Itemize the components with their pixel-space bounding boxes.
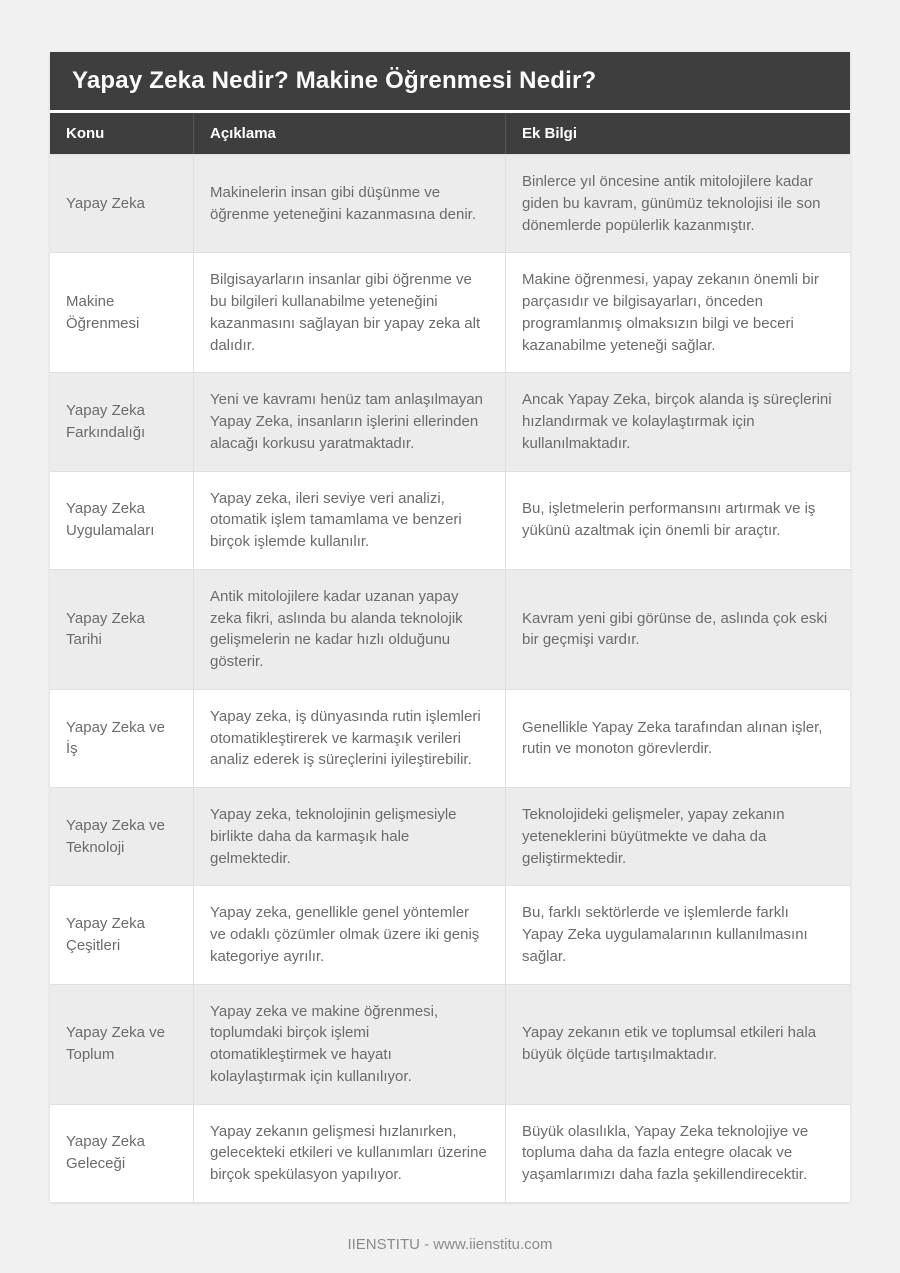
table-row: Yapay Zeka Çeşitleri Yapay zeka, genelli…	[50, 885, 850, 984]
table-header-konu: Konu	[66, 125, 105, 142]
cell-ek-bilgi: Kavram yeni gibi görünse de, aslında çok…	[505, 569, 850, 689]
cell-ek-bilgi: Genellikle Yapay Zeka tarafından alınan …	[505, 689, 850, 787]
cell-aciklama: Yapay zeka ve makine öğrenmesi, toplumda…	[193, 984, 505, 1104]
cell-aciklama: Yapay zekanın gelişmesi hızlanırken, gel…	[193, 1104, 505, 1202]
cell-ek-bilgi: Bu, işletmelerin performansını artırmak …	[505, 471, 850, 569]
cell-aciklama: Antik mitolojilere kadar uzanan yapay ze…	[193, 569, 505, 689]
footer-text: IIENSTITU - www.iienstitu.com	[347, 1235, 553, 1253]
cell-konu: Yapay Zeka ve İş	[66, 718, 165, 758]
cell-aciklama: Yeni ve kavramı henüz tam anlaşılmayan Y…	[193, 373, 505, 471]
table-row: Yapay Zeka Farkındalığı Yeni ve kavramı …	[50, 372, 850, 471]
cell-konu: Yapay Zeka Tarihi	[66, 609, 145, 649]
cell-aciklama: Yapay zeka, teknolojinin gelişmesiyle bi…	[193, 788, 505, 886]
table-row: Yapay Zeka ve İş Yapay zeka, iş dünyasın…	[50, 688, 850, 787]
table-row: Yapay Zeka Geleceği Yapay zekanın gelişm…	[50, 1103, 850, 1202]
table-body: Yapay Zeka Makinelerin insan gibi düşünm…	[50, 154, 850, 1202]
cell-aciklama: Yapay zeka, genellikle genel yöntemler v…	[193, 886, 505, 984]
cell-aciklama: Bilgisayarların insanlar gibi öğrenme ve…	[193, 253, 505, 373]
cell-ek-bilgi: Ancak Yapay Zeka, birçok alanda iş süreç…	[505, 373, 850, 471]
table-row: Yapay Zeka ve Teknoloji Yapay zeka, tekn…	[50, 787, 850, 886]
table-row: Yapay Zeka ve Toplum Yapay zeka ve makin…	[50, 983, 850, 1104]
table-row: Yapay Zeka Makinelerin insan gibi düşünm…	[50, 154, 850, 253]
table-row: Makine Öğrenmesi Bilgisayarların insanla…	[50, 252, 850, 373]
cell-ek-bilgi: Makine öğrenmesi, yapay zekanın önemli b…	[505, 253, 850, 373]
cell-ek-bilgi: Yapay zekanın etik ve toplumsal etkileri…	[505, 984, 850, 1104]
cell-konu: Makine Öğrenmesi	[66, 293, 140, 332]
table-header-aciklama: Açıklama	[193, 113, 505, 154]
cell-aciklama: Makinelerin insan gibi düşünme ve öğrenm…	[193, 155, 505, 253]
table-header-ek-bilgi: Ek Bilgi	[505, 113, 850, 154]
table-header-row: Konu Açıklama Ek Bilgi	[50, 113, 850, 154]
cell-konu: Yapay Zeka Uygulamaları	[66, 500, 155, 540]
cell-konu: Yapay Zeka	[66, 194, 145, 212]
content-card: Yapay Zeka Nedir? Makine Öğrenmesi Nedir…	[50, 52, 850, 1202]
table-row: Yapay Zeka Uygulamaları Yapay zeka, iler…	[50, 470, 850, 569]
cell-konu: Yapay Zeka Çeşitleri	[66, 915, 145, 954]
cell-konu: Yapay Zeka Farkındalığı	[66, 402, 146, 441]
page-title: Yapay Zeka Nedir? Makine Öğrenmesi Nedir…	[50, 52, 850, 113]
cell-aciklama: Yapay zeka, iş dünyasında rutin işlemler…	[193, 689, 505, 787]
cell-konu: Yapay Zeka ve Teknoloji	[66, 816, 165, 856]
cell-ek-bilgi: Büyük olasılıkla, Yapay Zeka teknolojiye…	[505, 1104, 850, 1202]
table-row: Yapay Zeka Tarihi Antik mitolojilere kad…	[50, 568, 850, 689]
cell-konu: Yapay Zeka ve Toplum	[66, 1024, 165, 1063]
cell-ek-bilgi: Binlerce yıl öncesine antik mitolojilere…	[505, 155, 850, 253]
cell-ek-bilgi: Teknolojideki gelişmeler, yapay zekanın …	[505, 788, 850, 886]
cell-ek-bilgi: Bu, farklı sektörlerde ve işlemlerde far…	[505, 886, 850, 984]
cell-konu: Yapay Zeka Geleceği	[66, 1133, 145, 1173]
cell-aciklama: Yapay zeka, ileri seviye veri analizi, o…	[193, 471, 505, 569]
